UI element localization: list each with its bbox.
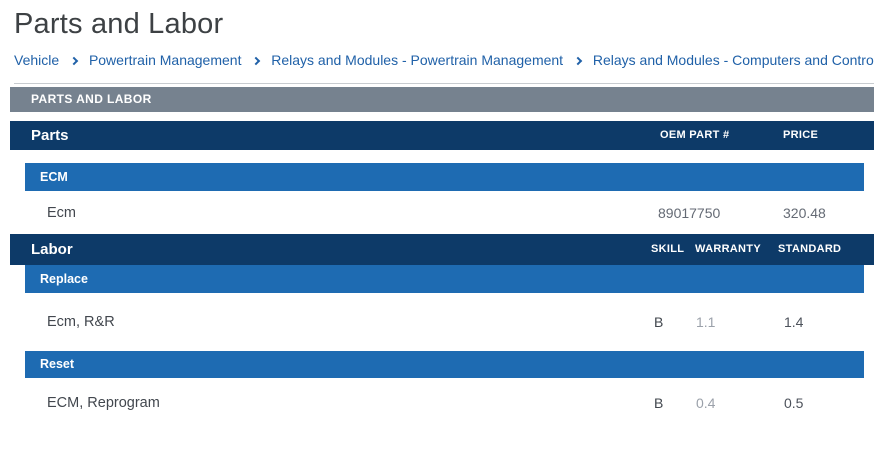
warranty-hours: 0.4 — [696, 395, 716, 411]
breadcrumb: Vehicle Powertrain Management Relays and… — [14, 52, 874, 68]
standard-hours: 0.5 — [784, 395, 804, 411]
warranty-hours: 1.1 — [696, 314, 716, 330]
labor-operation-name: Ecm, R&R — [47, 314, 115, 330]
group-header-reset: Reset — [25, 351, 864, 378]
group-header-replace: Replace — [25, 265, 864, 293]
labor-section-title: Labor — [31, 241, 73, 258]
column-header-oem-part: OEM PART # — [660, 129, 730, 141]
table-row-ecm-rr[interactable]: Ecm, R&R B 1.1 1.4 — [10, 293, 874, 351]
banner-label: PARTS AND LABOR — [31, 92, 152, 106]
breadcrumb-vehicle[interactable]: Vehicle — [14, 52, 60, 68]
parts-and-labor-banner: PARTS AND LABOR — [10, 87, 874, 112]
parts-and-labor-table: PARTS AND LABOR Parts OEM PART # PRICE E… — [10, 87, 874, 428]
group-label: Replace — [40, 272, 88, 286]
labor-operation-name: ECM, Reprogram — [47, 395, 160, 411]
page-title: Parts and Labor — [14, 8, 224, 40]
parts-section-header: Parts OEM PART # PRICE — [10, 121, 874, 150]
group-label: Reset — [40, 357, 75, 371]
skill-value: B — [654, 395, 664, 411]
group-label: ECM — [40, 170, 68, 184]
column-header-warranty: WARRANTY — [695, 243, 761, 255]
parts-and-labor-page: Parts and Labor Vehicle Powertrain Manag… — [0, 8, 874, 465]
skill-value: B — [654, 314, 664, 330]
column-header-skill: SKILL — [651, 243, 685, 255]
breadcrumb-relays-modules-computers[interactable]: Relays and Modules - Computers and Contr… — [592, 52, 874, 68]
chevron-right-icon — [69, 56, 79, 66]
breadcrumb-relays-modules-powertrain[interactable]: Relays and Modules - Powertrain Manageme… — [271, 52, 564, 68]
labor-section-header: Labor SKILL WARRANTY STANDARD — [10, 234, 874, 265]
standard-hours: 1.4 — [784, 314, 804, 330]
chevron-right-icon — [252, 56, 261, 66]
parts-section-title: Parts — [31, 127, 69, 144]
chevron-right-icon — [573, 56, 583, 66]
header-divider — [14, 83, 874, 84]
breadcrumb-powertrain-management[interactable]: Powertrain Management — [88, 52, 242, 68]
part-name: Ecm — [47, 204, 76, 221]
oem-part-number: 89017750 — [658, 204, 721, 221]
part-price: 320.48 — [783, 204, 826, 221]
column-header-price: PRICE — [783, 129, 819, 141]
table-row-ecm-reprogram[interactable]: ECM, Reprogram B 0.4 0.5 — [10, 378, 874, 428]
table-row-ecm[interactable]: Ecm 89017750 320.48 — [10, 191, 874, 234]
group-header-ecm: ECM — [25, 163, 864, 191]
column-header-standard: STANDARD — [778, 243, 842, 255]
